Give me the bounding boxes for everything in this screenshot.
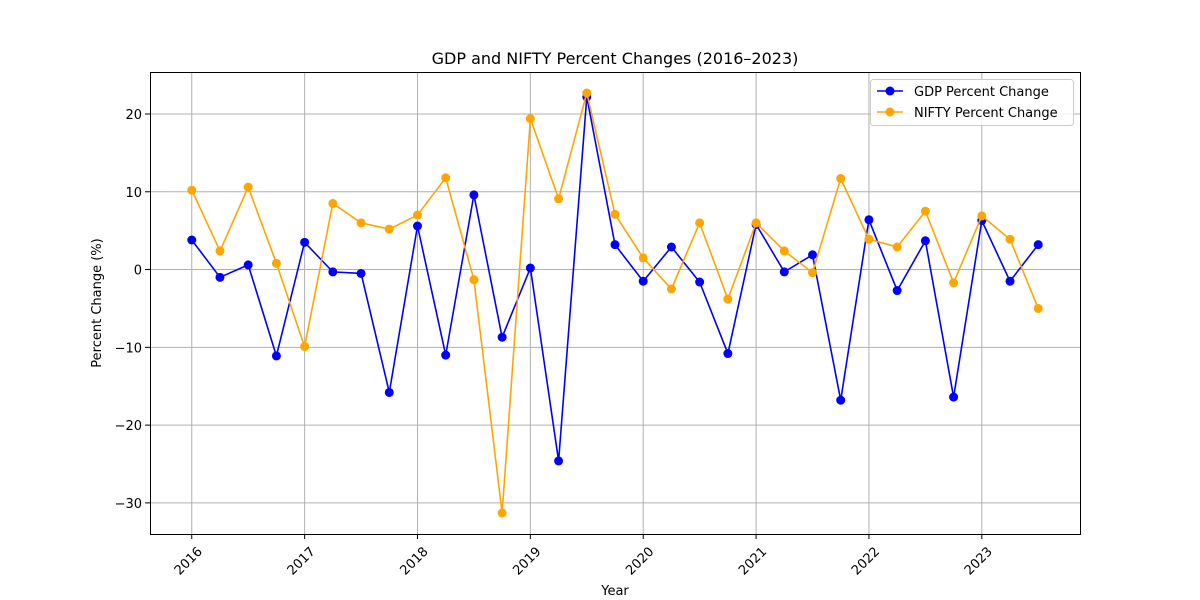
data-point [864,234,874,244]
x-axis-label: Year [600,584,629,599]
data-point [328,267,338,277]
data-point [441,173,451,183]
x-tick-label: 2019 [510,544,544,578]
data-point [779,267,789,277]
data-point [469,190,479,200]
data-point [695,277,705,287]
data-point [525,263,535,273]
data-point [300,342,310,352]
data-point [864,215,874,225]
y-tick-label: −20 [115,419,142,434]
series-line [191,96,1039,462]
data-point [977,211,987,221]
data-point [187,235,197,245]
legend-box [870,79,1074,126]
chart-title: GDP and NIFTY Percent Changes (2016–2023… [432,49,799,68]
data-point [441,350,451,360]
x-tick-label: 2021 [736,544,770,578]
data-point [920,206,930,216]
x-tick-label: 2017 [285,544,319,578]
data-point [892,242,902,252]
data-point [187,185,197,195]
data-point [497,332,507,342]
legend-label: GDP Percent Change [914,85,1049,100]
plot-frame [150,72,1081,535]
data-point [384,224,394,234]
data-point [666,242,676,252]
y-tick-label: −30 [115,497,142,512]
data-point [497,508,507,518]
data-point [469,275,479,285]
data-point [215,272,225,282]
legend-item: GDP Percent Change [877,85,1049,100]
data-point [1033,240,1043,250]
legend-marker [885,86,895,96]
x-tick-label: 2023 [962,544,996,578]
data-point [243,182,253,192]
series-line [191,92,1039,514]
data-point [356,218,366,228]
data-point [554,456,564,466]
data-point [610,209,620,219]
data-point [554,194,564,204]
data-point [215,246,225,256]
data-point [582,88,592,98]
data-point [949,278,959,288]
data-point [723,349,733,359]
data-point [836,174,846,184]
data-point [328,198,338,208]
data-point [300,237,310,247]
data-point [356,268,366,278]
y-tick-label: 10 [125,186,142,201]
data-point [1033,303,1043,313]
y-tick-label: −10 [115,341,142,356]
data-point [412,210,422,220]
data-point [751,218,761,228]
y-axis-label: Percent Change (%) [90,238,105,367]
data-point [779,246,789,256]
data-point [525,114,535,124]
data-point [892,286,902,296]
data-point [638,253,648,263]
data-point [638,276,648,286]
data-point [412,221,422,231]
x-tick-label: 2020 [623,544,657,578]
x-axis: 2016 2017 2018 2019 2020 2021 2022 2023 [172,534,996,578]
y-axis: 20 10 0 −10 −20 −30 [115,108,150,512]
series-layer [187,88,1043,518]
data-point [1005,234,1015,244]
legend: GDP Percent Change NIFTY Percent Change [870,79,1074,126]
data-point [949,392,959,402]
y-tick-label: 0 [134,264,142,279]
data-point [271,351,281,361]
data-point [1005,276,1015,286]
x-tick-label: 2016 [172,544,206,578]
legend-marker [885,107,895,117]
data-point [666,284,676,294]
data-point [808,268,818,278]
y-tick-label: 20 [125,108,142,123]
x-tick-label: 2022 [849,544,883,578]
data-point [243,260,253,270]
data-point [808,250,818,260]
series-gdp [187,92,1043,466]
data-point [271,258,281,268]
data-point [695,218,705,228]
data-point [610,240,620,250]
data-point [836,395,846,405]
data-point [384,387,394,397]
series-nifty [187,88,1043,518]
data-point [920,236,930,246]
data-point [723,294,733,304]
legend-item: NIFTY Percent Change [877,106,1058,121]
x-tick-label: 2018 [398,544,432,578]
legend-label: NIFTY Percent Change [914,106,1058,121]
